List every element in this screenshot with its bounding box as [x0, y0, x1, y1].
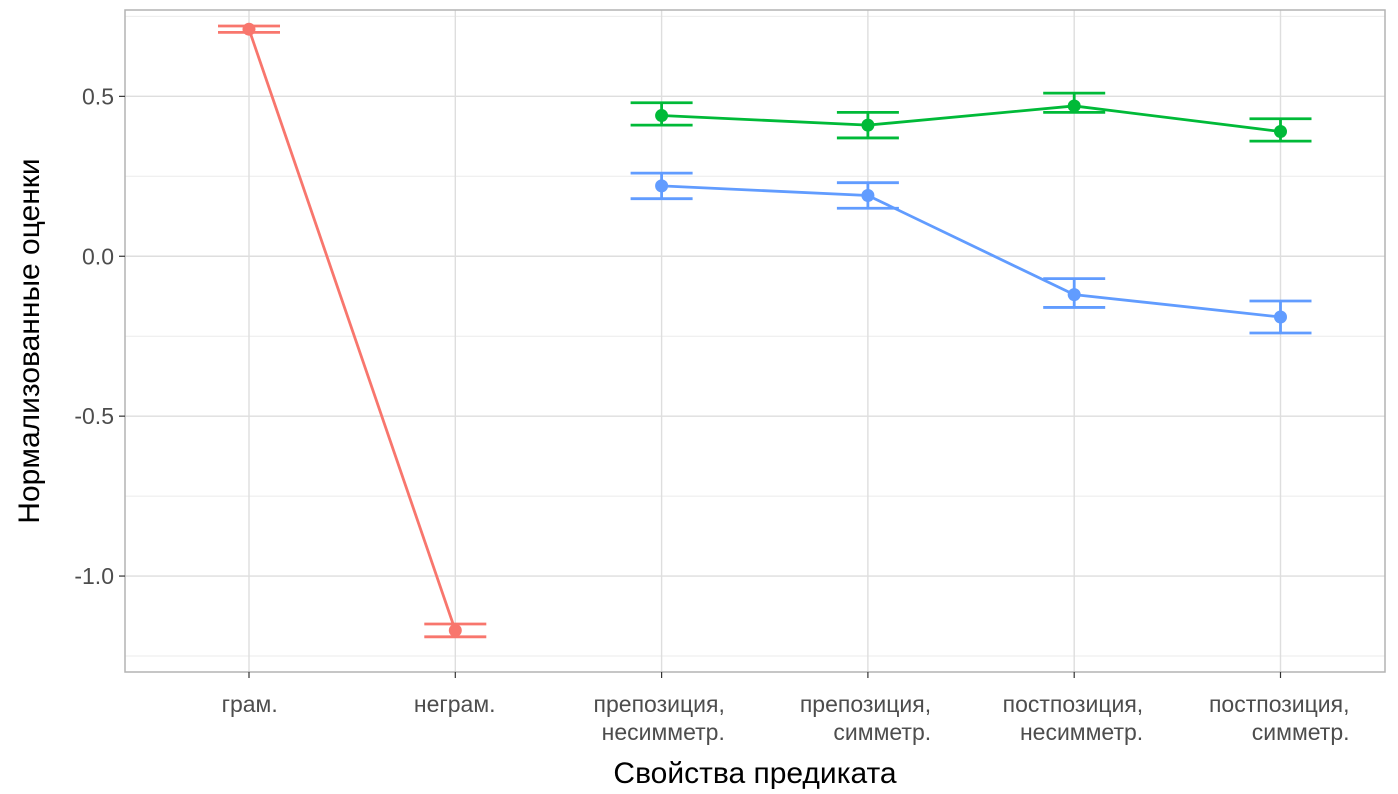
series-line [661, 104, 1281, 133]
data-point [1274, 310, 1287, 324]
x-tick-label-line: неграм. [414, 691, 496, 717]
x-tick-label-line: препозиция, [594, 691, 725, 717]
x-tick-label: постпозиция, симметр. [1209, 691, 1350, 745]
x-axis-ticks: грам. неграм. препозиция, несимметр.препози… [222, 672, 1350, 745]
x-tick-label: грам. [222, 691, 278, 717]
y-axis-ticks: -1.0 -0.5 0.0 0.5 [74, 83, 125, 589]
x-tick-label-line: симметр. [833, 719, 931, 745]
data-point [242, 22, 256, 36]
x-tick-label-line: несимметр. [602, 719, 725, 745]
y-tick-label: 0.5 [82, 83, 114, 109]
data-point [655, 109, 669, 123]
y-tick-label: 0.0 [82, 243, 114, 269]
x-tick-label-line: грам. [222, 691, 278, 717]
series-layer [218, 22, 1312, 639]
x-tick-label: препозиция, несимметр. [594, 691, 725, 745]
series-line [661, 184, 1281, 319]
data-point [1067, 288, 1081, 302]
plot-panel-border [124, 9, 1386, 673]
y-tick-label: -1.0 [74, 563, 114, 589]
x-tick-label-line: симметр. [1252, 719, 1350, 745]
data-point [1274, 125, 1287, 139]
data-point [655, 179, 669, 193]
series-2 [630, 171, 1312, 335]
x-tick-label: постпозиция, несимметр. [1003, 691, 1144, 745]
data-point [861, 188, 875, 202]
data-point [861, 118, 875, 132]
x-tick-label: неграм. [414, 691, 496, 717]
x-tick-label-line: препозиция, [800, 691, 931, 717]
x-tick-label-line: постпозиция, [1209, 691, 1350, 717]
x-tick-label-line: постпозиция, [1003, 691, 1144, 717]
series-0 [218, 22, 487, 639]
y-tick-label: -0.5 [74, 403, 114, 429]
series-line [247, 28, 457, 631]
x-tick-label-line: несимметр. [1020, 719, 1143, 745]
grid [125, 10, 1385, 672]
data-point [448, 623, 462, 637]
data-point [1067, 99, 1081, 113]
x-tick-label: препозиция, симметр. [800, 691, 931, 745]
series-1 [630, 91, 1312, 143]
y-axis-title: Нормализованные оценки [13, 158, 46, 523]
x-axis-title: Свойства предиката [613, 757, 896, 790]
